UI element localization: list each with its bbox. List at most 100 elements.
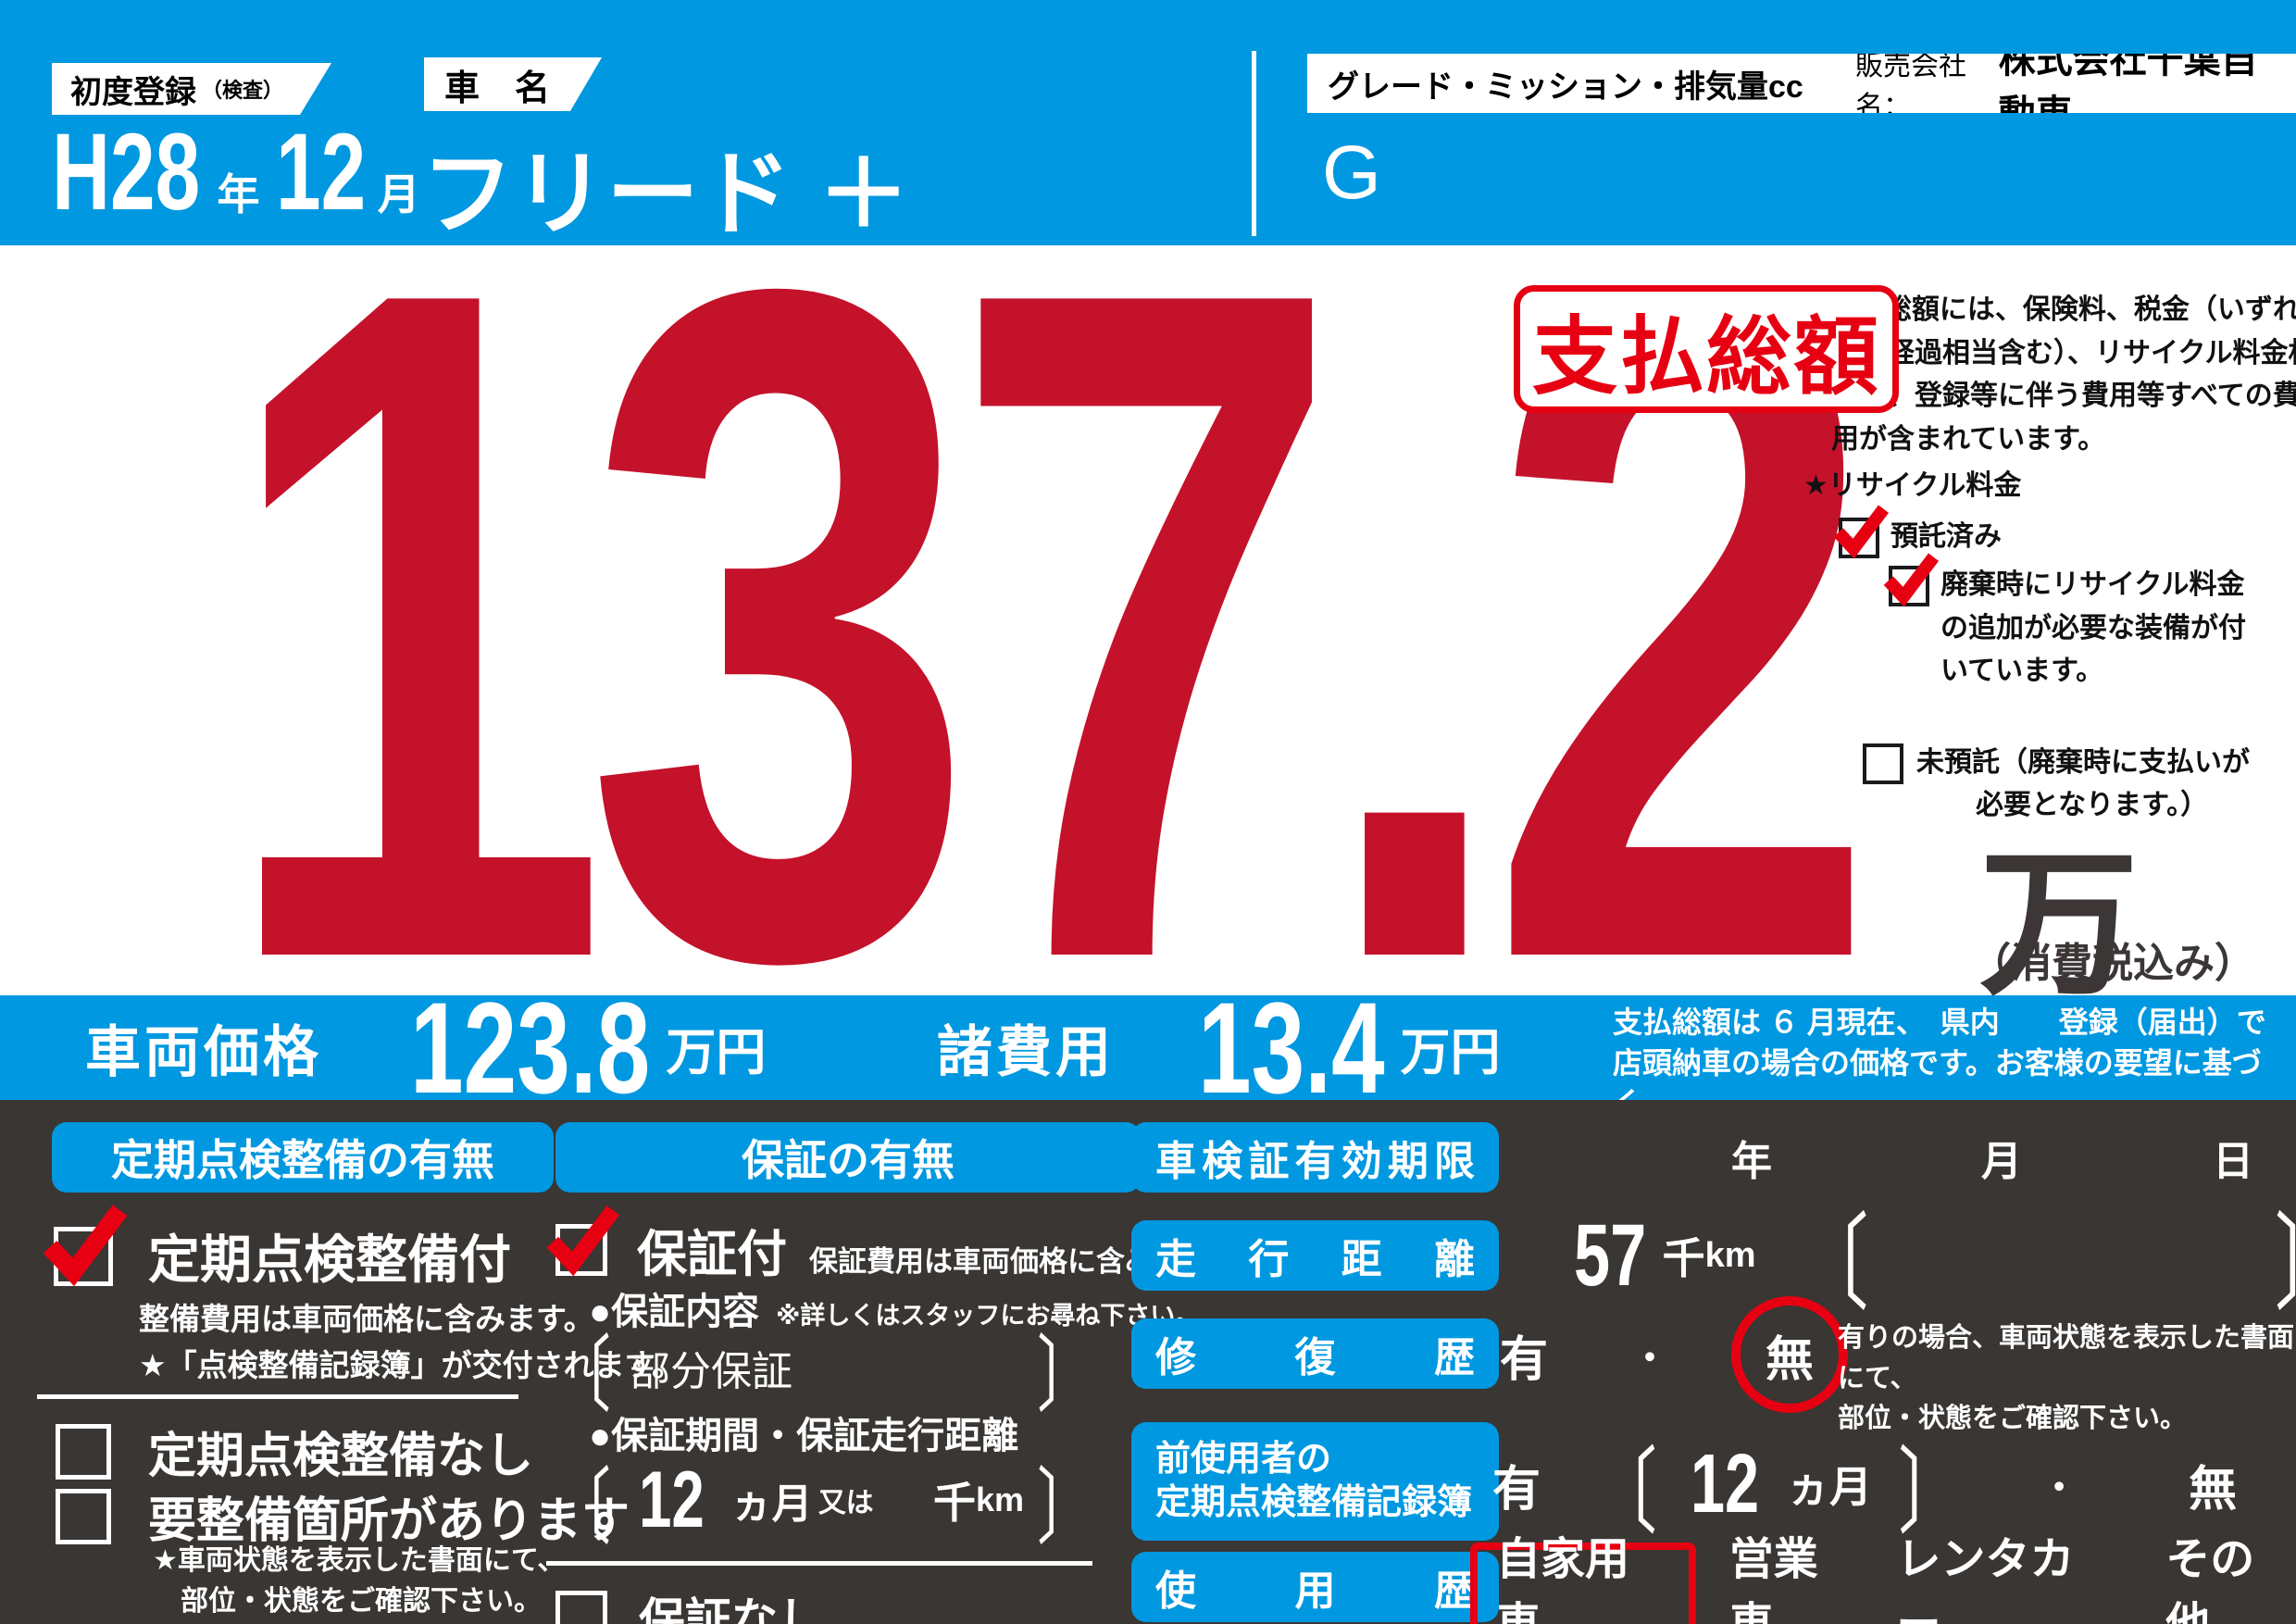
bracket-close: 〕 bbox=[1898, 1439, 1964, 1544]
first-registration-sublabel: （検査） bbox=[202, 79, 284, 102]
maintenance-title: 定期点検整備の有無 bbox=[52, 1122, 554, 1193]
mileage-value: 57 bbox=[1574, 1206, 1647, 1305]
year-suffix: 年 bbox=[217, 170, 260, 219]
recycle-fee-block: ★リサイクル料金 預託済み 廃棄時にリサイクル料金の追加が必要な装備が付いていま… bbox=[1803, 465, 2296, 828]
price-bar: 車両価格 123.8 万円 諸費用 13.4 万円 支払総額は ６ 月現在、 県… bbox=[0, 975, 2296, 1160]
usage-option-other[interactable]: その他 bbox=[2165, 1535, 2255, 1624]
repair-dot: ・ bbox=[1631, 1338, 1669, 1379]
header-divider bbox=[1252, 51, 1256, 236]
maintenance-without-label: 定期点検整備なし bbox=[148, 1430, 534, 1483]
recycle-surcharge-label: 廃棄時にリサイクル料金の追加が必要な装備が付いています。 bbox=[1940, 569, 2246, 686]
previous-records-values: 有 〔 12 ヵ月 〕 ・ 無 bbox=[1492, 1433, 2238, 1544]
total-price-badge-label: 支払総額 bbox=[1531, 309, 1880, 405]
car-name-value: フリード ＋ bbox=[421, 143, 910, 246]
maintenance-needed-notes: ★車両状態を表示した書面にて、 部位・状態をご確認下さい。 bbox=[153, 1545, 566, 1617]
label-mileage: 走行距離 bbox=[1131, 1220, 1499, 1291]
warranty-content-row: ●保証内容 ※詳しくはスタッフにお尋ね下さい。 bbox=[589, 1281, 1200, 1335]
grade-value: G bbox=[1322, 131, 1381, 215]
dealer-tag: 販売会社名： 株式会社千葉自動車 bbox=[1803, 54, 2296, 113]
maintenance-divider bbox=[37, 1394, 518, 1399]
vehicle-price-group: 車両価格 123.8 万円 bbox=[85, 975, 767, 1120]
bracket-open: 〔 bbox=[554, 1462, 612, 1555]
fees-label: 諸費用 bbox=[937, 1021, 1115, 1083]
prev-records-dot: ・ bbox=[2040, 1468, 2078, 1508]
warranty-content-note: ※詳しくはスタッフにお尋ね下さい。 bbox=[776, 1302, 1201, 1330]
warranty-months-value: 12 bbox=[639, 1455, 705, 1544]
fees-unit: 万円 bbox=[1400, 1025, 1501, 1081]
dealer-prefix-label: 販売会社名： bbox=[1855, 51, 1966, 122]
month-suffix: 月 bbox=[377, 170, 420, 219]
repair-no-option[interactable]: 無 bbox=[1766, 1332, 1815, 1387]
prev-records-no-option[interactable]: 無 bbox=[2189, 1462, 2238, 1517]
maintenance-with-checkbox[interactable] bbox=[43, 1204, 128, 1286]
maintenance-option-needed: 要整備箇所があります bbox=[56, 1481, 630, 1551]
grade-tag: グレード・ミッション・排気量cc bbox=[1307, 54, 1852, 113]
warranty-option-without: 保証なし bbox=[555, 1583, 824, 1624]
recycle-option-not-deposited: 未預託（廃棄時に支払いが 必要となります。） bbox=[1863, 742, 2296, 828]
bracket-close: 〕 bbox=[1036, 1330, 1094, 1423]
red-check-icon bbox=[546, 1205, 620, 1276]
bracket-close: 〕 bbox=[2275, 1181, 2296, 1330]
prev-records-yes-option[interactable]: 有 bbox=[1492, 1462, 1541, 1517]
maintenance-with-notes: 整備費用は車両価格に含みます。 ★「点検整備記録簿」が交付されます。 bbox=[139, 1302, 683, 1382]
first-registration-label: 初度登録 bbox=[70, 74, 196, 110]
recycle-not-deposited-label: 未預託（廃棄時に支払いが 必要となります。） bbox=[1916, 746, 2250, 821]
warranty-content-value-row: 〔 部分保証 〕 bbox=[554, 1330, 1094, 1422]
recycle-title: ★リサイクル料金 bbox=[1803, 470, 2022, 501]
warranty-without-label: 保証なし bbox=[639, 1594, 824, 1624]
warranty-months-unit: ヵ月 bbox=[730, 1481, 813, 1527]
repair-yes-option[interactable]: 有 bbox=[1500, 1332, 1549, 1387]
prev-records-months-unit: ヵ月 bbox=[1787, 1463, 1873, 1511]
registration-era-value: H28 bbox=[52, 111, 201, 233]
vehicle-price-value: 123.8 bbox=[410, 974, 651, 1120]
year-label: 年 bbox=[1731, 1139, 1772, 1184]
warranty-title: 保証の有無 bbox=[555, 1122, 1141, 1193]
label-inspection-expiry: 車検証有効期限 bbox=[1131, 1122, 1499, 1193]
fees-value: 13.4 bbox=[1198, 974, 1385, 1120]
mileage-unit-sub: km bbox=[1704, 1235, 1756, 1275]
repair-no-ring: 無 bbox=[1731, 1296, 1849, 1413]
grade-header-label: グレード・ミッション・排気量cc bbox=[1328, 69, 1803, 105]
month-label: 月 bbox=[1981, 1139, 2022, 1184]
warranty-period-label: ●保証期間・保証走行距離 bbox=[589, 1416, 1019, 1456]
warranty-period-value-row: 〔 12 ヵ月 又は 千 km 〕 bbox=[554, 1454, 1094, 1555]
first-registration-tag: 初度登録 （検査） bbox=[52, 63, 331, 115]
bracket-close: 〕 bbox=[1036, 1462, 1094, 1555]
warranty-with-checkbox[interactable] bbox=[546, 1205, 620, 1276]
maintenance-needed-checkbox[interactable] bbox=[56, 1488, 111, 1544]
fees-group: 諸費用 13.4 万円 bbox=[937, 975, 1501, 1120]
total-price-badge: 支払総額 bbox=[1514, 285, 1899, 413]
label-previous-records: 前使用者の 定期点検整備記録簿 bbox=[1131, 1422, 1499, 1541]
usage-option-rental[interactable]: レンタカー bbox=[1896, 1535, 2075, 1624]
warranty-content-label: ●保証内容 bbox=[589, 1292, 760, 1332]
inspection-expiry-values: 年 月 日 bbox=[1131, 1122, 2270, 1193]
vehicle-price-unit: 万円 bbox=[666, 1025, 767, 1081]
tax-included-note: （消費税込み） bbox=[1970, 941, 2255, 986]
warranty-period-label-row: ●保証期間・保証走行距離 bbox=[589, 1405, 1018, 1459]
warranty-km-unit-sub: km bbox=[975, 1480, 1024, 1518]
registration-month-value: 12 bbox=[276, 111, 367, 233]
usage-option-commercial[interactable]: 営業車 bbox=[1728, 1535, 1818, 1624]
recycle-not-deposited-checkbox[interactable] bbox=[1863, 743, 1903, 784]
dealer-name: 株式会社千葉自動車 bbox=[1998, 40, 2258, 134]
day-label: 日 bbox=[2213, 1139, 2253, 1184]
usage-option-private[interactable]: 自家用車 bbox=[1496, 1535, 1630, 1624]
repair-history-note: 有りの場合、車両状態を表示した書面にて、 部位・状態をご確認下さい。 bbox=[1838, 1323, 2295, 1433]
label-repair-history: 修復歴 bbox=[1131, 1318, 1499, 1389]
warranty-content-value: 部分保証 bbox=[630, 1349, 793, 1394]
recycle-deposited-label: 預託済み bbox=[1890, 520, 2002, 552]
total-price-note: ★支払総額には、保険料、税金（いずれも未経過相当含む）、リサイクル料金相当額、登… bbox=[1803, 294, 2296, 455]
recycle-deposited-checkbox[interactable] bbox=[1833, 504, 1890, 558]
recycle-surcharge-checkbox[interactable] bbox=[1883, 553, 1940, 607]
maintenance-needed-label: 要整備箇所があります bbox=[148, 1494, 630, 1548]
warranty-km-unit-main: 千 bbox=[932, 1479, 976, 1527]
usage-history-values: 自家用車 営業車 レンタカー その他 bbox=[1470, 1535, 2296, 1624]
red-check-icon bbox=[43, 1204, 128, 1286]
warranty-divider bbox=[546, 1561, 1092, 1566]
maintenance-with-label: 定期点検整備付 bbox=[148, 1230, 511, 1289]
warranty-without-checkbox[interactable] bbox=[555, 1591, 607, 1624]
repair-history-values: 有 ・ 無 bbox=[1500, 1296, 1849, 1413]
maintenance-option-without: 定期点検整備なし bbox=[56, 1417, 533, 1486]
maintenance-without-checkbox[interactable] bbox=[56, 1423, 111, 1480]
